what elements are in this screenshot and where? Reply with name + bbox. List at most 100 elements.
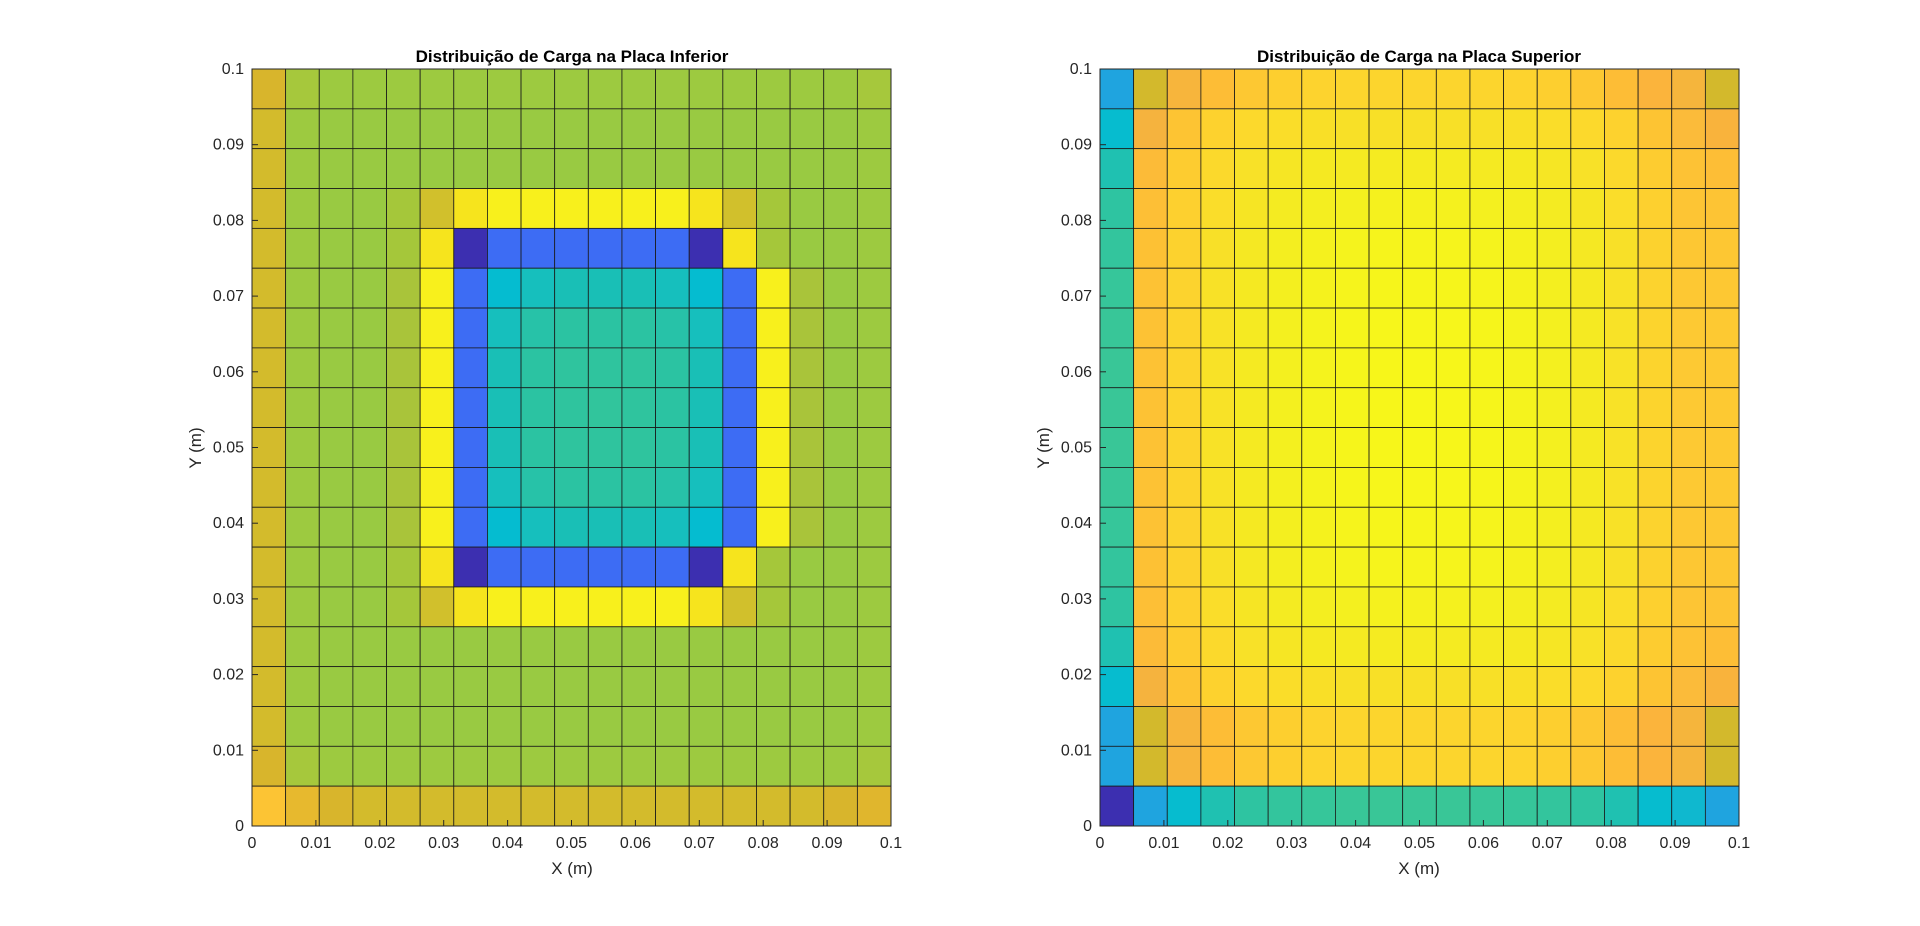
heatmap-cell: [1368, 546, 1404, 588]
heatmap-cell: [1133, 307, 1168, 349]
heatmap-cell: [621, 666, 656, 707]
heatmap-cell: [1335, 387, 1370, 428]
heatmap-cell: [621, 546, 656, 588]
heatmap-cell: [251, 706, 287, 747]
y-tick-label: 0: [1083, 818, 1092, 835]
heatmap-cell: [856, 347, 892, 389]
heatmap-cell: [1536, 267, 1572, 309]
heatmap-cell: [1671, 347, 1706, 389]
heatmap-cell: [1133, 387, 1168, 428]
heatmap-cell: [1536, 666, 1572, 707]
x-axis-label: X (m): [551, 859, 593, 878]
heatmap-cell: [554, 68, 589, 110]
heatmap-cell: [1234, 347, 1269, 389]
heatmap-cell: [587, 347, 623, 389]
heatmap-cell: [688, 546, 724, 588]
heatmap-cell: [386, 307, 421, 349]
heatmap-cell: [1435, 307, 1471, 349]
heatmap-cell: [688, 586, 724, 628]
heatmap-cell: [1301, 546, 1336, 588]
heatmap-cell: [756, 148, 791, 189]
heatmap-cell: [1536, 148, 1572, 189]
heatmap-cell: [1570, 467, 1605, 508]
heatmap-cell: [285, 506, 320, 548]
heatmap-cell: [1536, 188, 1572, 229]
x-tick-label: 0.01: [1148, 835, 1179, 852]
heatmap-cell: [554, 745, 589, 787]
heatmap-cell: [285, 427, 320, 468]
heatmap-cell: [1503, 148, 1538, 189]
heatmap-cell: [1536, 347, 1572, 389]
heatmap-cell: [1503, 427, 1538, 468]
heatmap-cell: [1335, 506, 1370, 548]
heatmap-cell: [1200, 227, 1235, 269]
heatmap-cell: [1671, 666, 1706, 707]
heatmap-cell: [1200, 586, 1235, 628]
heatmap-cell: [856, 307, 892, 349]
x-tick-label: 0.03: [428, 835, 459, 852]
heatmap-cell: [318, 347, 354, 389]
heatmap-cell: [285, 307, 320, 349]
heatmap-cell: [251, 467, 287, 508]
heatmap-cell: [1704, 467, 1740, 508]
heatmap-cell: [1671, 68, 1706, 110]
heatmap-cell: [1604, 427, 1639, 468]
heatmap-cell: [1133, 267, 1168, 309]
heatmap-cell: [554, 586, 589, 628]
heatmap-cell: [1301, 68, 1336, 110]
heatmap-cell: [1469, 546, 1504, 588]
heatmap-cell: [1604, 227, 1639, 269]
heatmap-cell: [655, 506, 690, 548]
heatmap-cell: [1469, 188, 1504, 229]
heatmap-cell: [1671, 785, 1706, 827]
heatmap-cell: [789, 586, 825, 628]
heatmap-cell: [1368, 188, 1404, 229]
heatmap-cell: [1166, 745, 1202, 787]
heatmap-cell: [722, 785, 757, 827]
heatmap-cell: [756, 745, 791, 787]
heatmap-cell: [655, 347, 690, 389]
heatmap-cell: [655, 148, 690, 189]
heatmap-cell: [1133, 626, 1168, 668]
heatmap-cell: [1536, 68, 1572, 110]
heatmap-cell: [352, 785, 387, 827]
heatmap-cell: [688, 506, 724, 548]
heatmap-cell: [587, 148, 623, 189]
heatmap-cell: [1335, 586, 1370, 628]
heatmap-cell: [1637, 307, 1673, 349]
heatmap-cell: [1604, 108, 1639, 150]
heatmap-cell: [1335, 745, 1370, 787]
heatmap-cell: [1469, 307, 1504, 349]
y-tick-label: 0.07: [213, 288, 244, 305]
heatmap-cell: [352, 108, 387, 150]
heatmap-cell: [453, 546, 488, 588]
heatmap-cell: [722, 148, 757, 189]
heatmap-cell: [352, 347, 387, 389]
heatmap-cell: [386, 267, 421, 309]
heatmap-cell: [1704, 307, 1740, 349]
y-tick-label: 0.08: [1061, 212, 1092, 229]
heatmap-cell: [285, 148, 320, 189]
heatmap-cell: [789, 307, 825, 349]
heatmap-cell: [1604, 546, 1639, 588]
heatmap-cell: [285, 267, 320, 309]
heatmap-cell: [1469, 586, 1504, 628]
heatmap-cell: [1435, 68, 1471, 110]
heatmap-cell: [789, 227, 825, 269]
heatmap-cell: [318, 188, 354, 229]
heatmap-cell: [1402, 745, 1437, 787]
heatmap-cell: [352, 227, 387, 269]
heatmap-cell: [1536, 108, 1572, 150]
heatmap-cell: [419, 267, 455, 309]
heatmap-cell: [587, 68, 623, 110]
heatmap-cell: [1166, 307, 1202, 349]
heatmap-cell: [1704, 188, 1740, 229]
heatmap-cell: [1604, 586, 1639, 628]
heatmap-cell: [285, 666, 320, 707]
heatmap-cell: [1099, 785, 1135, 827]
heatmap-cell: [1133, 227, 1168, 269]
heatmap-cell: [554, 108, 589, 150]
heatmap-cell: [823, 586, 858, 628]
heatmap-cell: [1570, 626, 1605, 668]
heatmap-cell: [1637, 546, 1673, 588]
